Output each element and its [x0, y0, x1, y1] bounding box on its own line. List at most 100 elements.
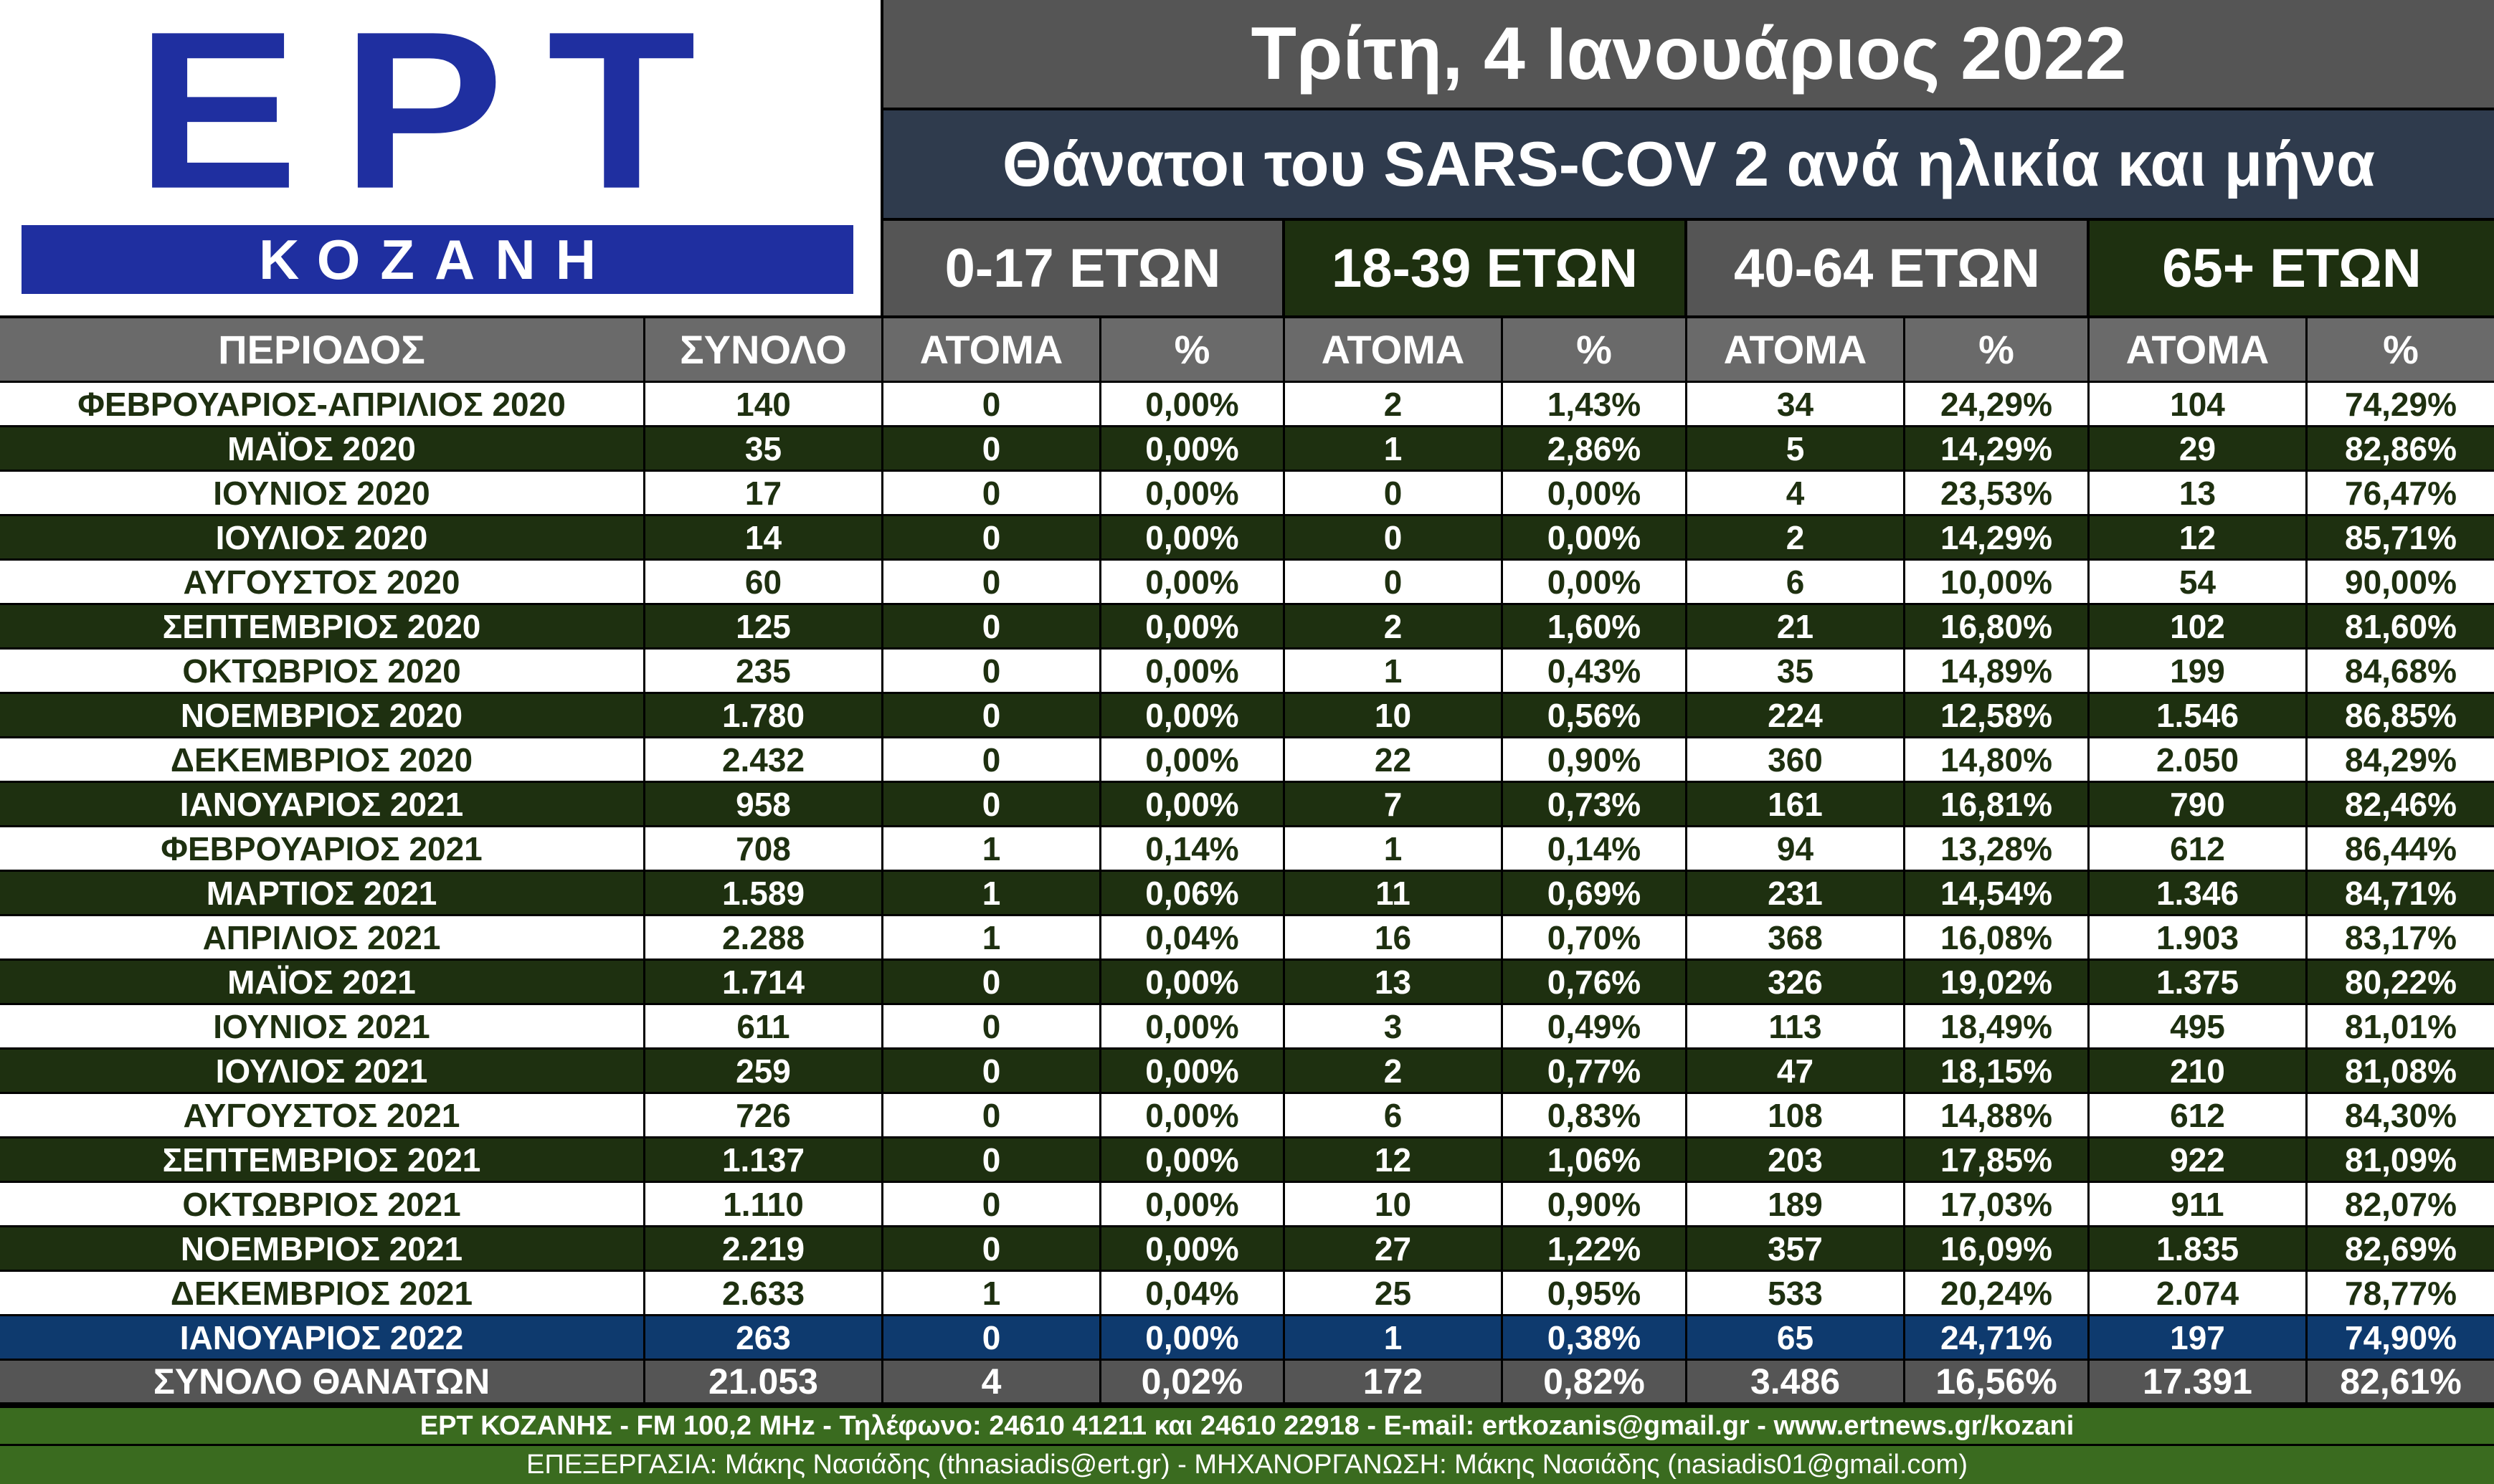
- cell-total: 2.633: [645, 1272, 883, 1316]
- cell-age65-count: 1.903: [2090, 916, 2308, 961]
- cell-age0-17-count: 1: [883, 827, 1101, 872]
- cell-age18-39-pct: 0,00%: [1503, 561, 1687, 605]
- table-row: ΙΑΝΟΥΑΡΙΟΣ 2022 263 0 0,00% 1 0,38% 65 24,71% 19…: [0, 1316, 2494, 1361]
- cell-total: 2.432: [645, 738, 883, 783]
- cell-age18-39-pct: 0,95%: [1503, 1272, 1687, 1316]
- footer-contact: ΕΡΤ ΚΟΖΑΝΗΣ - FM 100,2 MHz - Τηλέφωνο: 2…: [0, 1408, 2494, 1444]
- cell-age0-17-count: 1: [883, 916, 1101, 961]
- cell-age0-17-pct: 0,00%: [1101, 1138, 1285, 1183]
- cell-age65-pct: 85,71%: [2308, 516, 2494, 561]
- cell-age18-39-count: 3: [1285, 1005, 1503, 1050]
- cell-age18-39-count: 2: [1285, 383, 1503, 427]
- cell-period: ΜΑΪΟΣ 2021: [0, 961, 645, 1005]
- table-row: ΑΠΡΙΛΙΟΣ 2021 2.288 1 0,04% 16 0,70% 368 16,08%…: [0, 916, 2494, 961]
- cell-age0-17-pct: 0,00%: [1101, 561, 1285, 605]
- cell-age0-17-pct: 0,04%: [1101, 1272, 1285, 1316]
- table-row: ΔΕΚΕΜΒΡΙΟΣ 2021 2.633 1 0,04% 25 0,95% 533 20,2…: [0, 1272, 2494, 1316]
- cell-age18-39-pct: 0,90%: [1503, 1183, 1687, 1227]
- cell-age65-count: 29: [2090, 427, 2308, 472]
- cell-age0-17-pct: 0,00%: [1101, 783, 1285, 827]
- cell-age0-17-pct: 0,00%: [1101, 383, 1285, 427]
- cell-age65-count: 612: [2090, 827, 2308, 872]
- cell-age65-count: 1.375: [2090, 961, 2308, 1005]
- group-header-40-64: 40-64 ΕΤΩΝ: [1687, 221, 2087, 315]
- cell-age0-17-count: 0: [883, 605, 1101, 650]
- cell-age40-64-count: 108: [1687, 1094, 1905, 1138]
- cell-age18-39-count: 25: [1285, 1272, 1503, 1316]
- cell-age0-17-pct: 0,00%: [1101, 1094, 1285, 1138]
- cell-age40-64-count: 113: [1687, 1005, 1905, 1050]
- cell-age40-64-pct: 24,71%: [1905, 1316, 2090, 1361]
- cell-age65-pct: 84,68%: [2308, 650, 2494, 694]
- column-header-age40-64-count: ΑΤΟΜΑ: [1687, 318, 1905, 383]
- cell-total: 708: [645, 827, 883, 872]
- cell-total: 1.589: [645, 872, 883, 916]
- cell-age65-count: 210: [2090, 1050, 2308, 1094]
- cell-total: 14: [645, 516, 883, 561]
- table-row: ΜΑΪΟΣ 2021 1.714 0 0,00% 13 0,76% 326 19,02% 1.3…: [0, 961, 2494, 1005]
- total-age18-39-pct: 0,82%: [1503, 1361, 1687, 1404]
- cell-age40-64-pct: 10,00%: [1905, 561, 2090, 605]
- table-row: ΙΑΝΟΥΑΡΙΟΣ 2021 958 0 0,00% 7 0,73% 161 16,81% 7…: [0, 783, 2494, 827]
- total-total: 21.053: [645, 1361, 883, 1404]
- cell-age65-pct: 86,44%: [2308, 827, 2494, 872]
- cell-age0-17-count: 0: [883, 961, 1101, 1005]
- cell-age65-pct: 74,90%: [2308, 1316, 2494, 1361]
- cell-age65-count: 1.546: [2090, 694, 2308, 738]
- cell-age18-39-count: 0: [1285, 472, 1503, 516]
- cell-age18-39-pct: 0,73%: [1503, 783, 1687, 827]
- cell-total: 235: [645, 650, 883, 694]
- cell-age40-64-pct: 14,89%: [1905, 650, 2090, 694]
- cell-age18-39-pct: 1,43%: [1503, 383, 1687, 427]
- cell-age18-39-pct: 0,76%: [1503, 961, 1687, 1005]
- cell-age65-pct: 82,07%: [2308, 1183, 2494, 1227]
- cell-age40-64-count: 533: [1687, 1272, 1905, 1316]
- cell-age0-17-pct: 0,00%: [1101, 738, 1285, 783]
- cell-age40-64-pct: 16,80%: [1905, 605, 2090, 650]
- cell-age65-pct: 82,86%: [2308, 427, 2494, 472]
- cell-age0-17-pct: 0,00%: [1101, 1316, 1285, 1361]
- cell-age0-17-pct: 0,00%: [1101, 1227, 1285, 1272]
- column-header-age0-17-count: ΑΤΟΜΑ: [883, 318, 1101, 383]
- cell-age65-pct: 82,46%: [2308, 783, 2494, 827]
- cell-age65-count: 922: [2090, 1138, 2308, 1183]
- table-row: ΜΑΡΤΙΟΣ 2021 1.589 1 0,06% 11 0,69% 231 14,54% 1…: [0, 872, 2494, 916]
- cell-age40-64-count: 161: [1687, 783, 1905, 827]
- cell-age65-pct: 81,01%: [2308, 1005, 2494, 1050]
- cell-age0-17-count: 0: [883, 427, 1101, 472]
- cell-age0-17-count: 0: [883, 1005, 1101, 1050]
- cell-age18-39-pct: 0,77%: [1503, 1050, 1687, 1094]
- table-row: ΙΟΥΛΙΟΣ 2020 14 0 0,00% 0 0,00% 2 14,29% 12 85,71…: [0, 516, 2494, 561]
- cell-age0-17-count: 0: [883, 383, 1101, 427]
- cell-age40-64-pct: 16,81%: [1905, 783, 2090, 827]
- total-age40-64-pct: 16,56%: [1905, 1361, 2090, 1404]
- cell-total: 958: [645, 783, 883, 827]
- cell-age0-17-count: 0: [883, 694, 1101, 738]
- cell-total: 2.288: [645, 916, 883, 961]
- cell-age40-64-pct: 16,09%: [1905, 1227, 2090, 1272]
- table-row: ΟΚΤΩΒΡΙΟΣ 2020 235 0 0,00% 1 0,43% 35 14,89% 199…: [0, 650, 2494, 694]
- cell-total: 1.110: [645, 1183, 883, 1227]
- cell-age18-39-count: 6: [1285, 1094, 1503, 1138]
- logo-main-text: ΕΡΤ: [136, 0, 739, 236]
- cell-age40-64-pct: 14,29%: [1905, 427, 2090, 472]
- table-row: ΙΟΥΝΙΟΣ 2021 611 0 0,00% 3 0,49% 113 18,49% 495 8…: [0, 1005, 2494, 1050]
- footer-credits: ΕΠΕΞΕΡΓΑΣΙΑ: Μάκης Νασιάδης (thnasiadis@…: [0, 1446, 2494, 1484]
- date-heading: Τρίτη, 4 Ιανουάριος 2022: [883, 0, 2494, 108]
- cell-total: 60: [645, 561, 883, 605]
- cell-age18-39-count: 1: [1285, 827, 1503, 872]
- cell-total: 259: [645, 1050, 883, 1094]
- logo-sub-text: ΚΟΖΑΝΗ: [258, 227, 617, 291]
- cell-age0-17-count: 0: [883, 1227, 1101, 1272]
- cell-age40-64-count: 21: [1687, 605, 1905, 650]
- cell-age0-17-pct: 0,14%: [1101, 827, 1285, 872]
- table-row: ΑΥΓΟΥΣΤΟΣ 2020 60 0 0,00% 0 0,00% 6 10,00% 54 90,…: [0, 561, 2494, 605]
- cell-age0-17-pct: 0,00%: [1101, 1050, 1285, 1094]
- cell-period: ΜΑΪΟΣ 2020: [0, 427, 645, 472]
- cell-age40-64-count: 224: [1687, 694, 1905, 738]
- cell-age0-17-pct: 0,00%: [1101, 516, 1285, 561]
- cell-age18-39-count: 11: [1285, 872, 1503, 916]
- cell-age40-64-pct: 17,85%: [1905, 1138, 2090, 1183]
- cell-total: 263: [645, 1316, 883, 1361]
